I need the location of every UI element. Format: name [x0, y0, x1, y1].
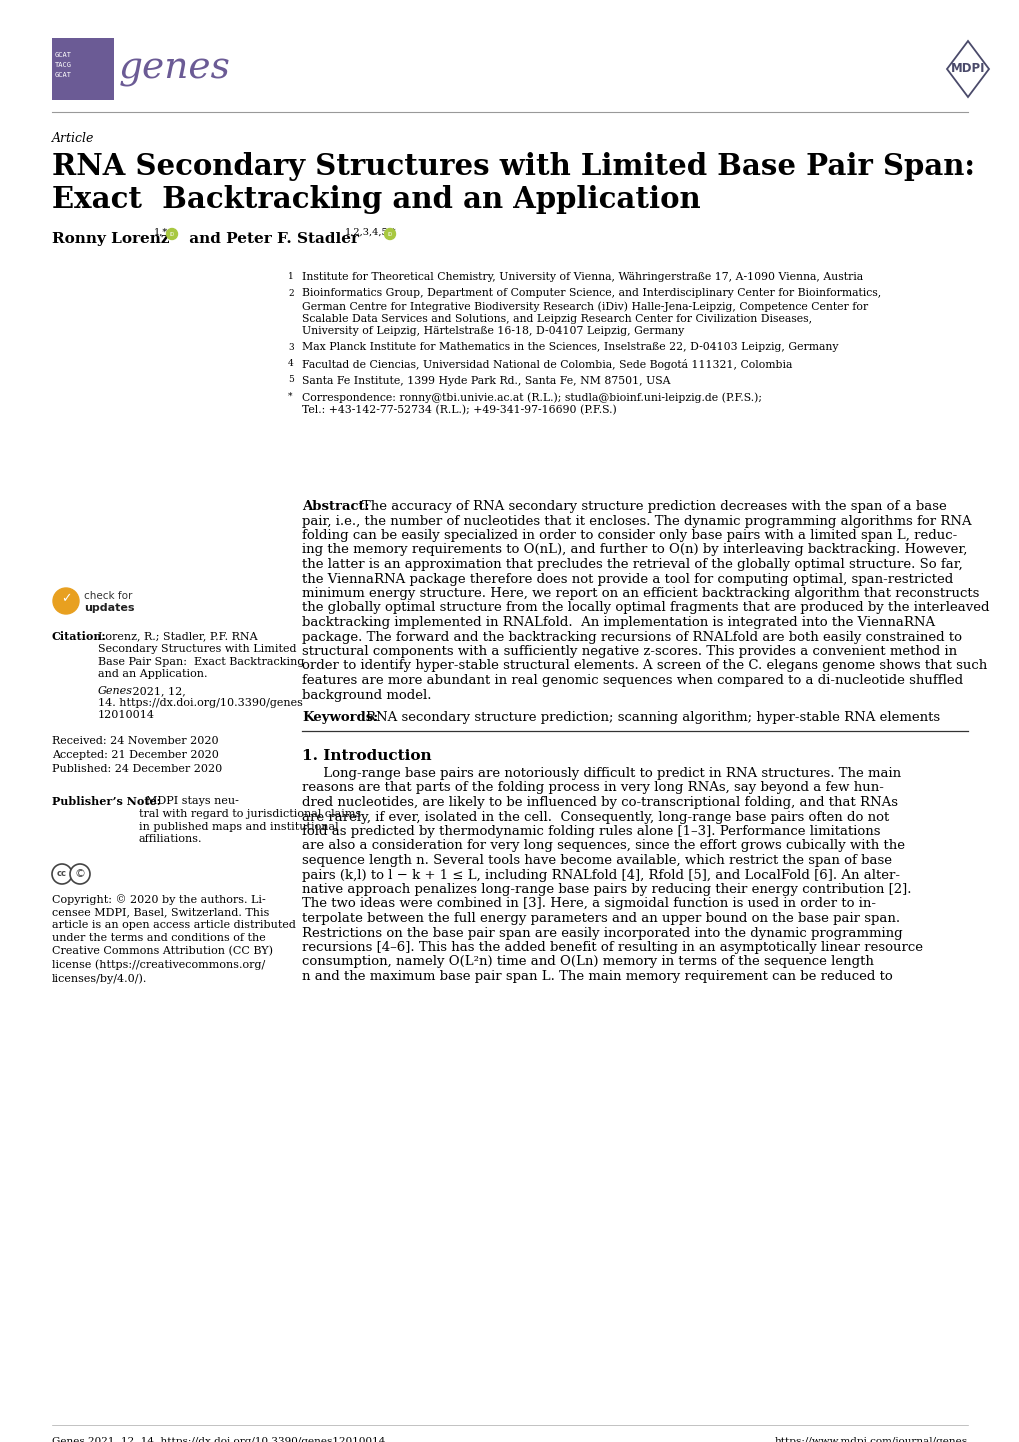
Text: minimum energy structure. Here, we report on an efficient backtracking algorithm: minimum energy structure. Here, we repor… [302, 587, 978, 600]
Text: terpolate between the full energy parameters and an upper bound on the base pair: terpolate between the full energy parame… [302, 911, 899, 924]
Text: are also a consideration for very long sequences, since the effort grows cubical: are also a consideration for very long s… [302, 839, 904, 852]
Text: and Peter F. Stadler: and Peter F. Stadler [183, 232, 359, 247]
Text: 1,2,3,4,5,*: 1,2,3,4,5,* [344, 228, 396, 236]
Polygon shape [946, 40, 988, 97]
Text: ✓: ✓ [61, 593, 71, 606]
Text: The two ideas were combined in [3]. Here, a sigmoidal function is used in order : The two ideas were combined in [3]. Here… [302, 897, 875, 910]
Text: are rarely, if ever, isolated in the cell.  Consequently, long-range base pairs : are rarely, if ever, isolated in the cel… [302, 810, 889, 823]
Text: Abstract:: Abstract: [302, 500, 369, 513]
Text: 5: 5 [287, 375, 293, 385]
Text: Tel.: +43-142-77-52734 (R.L.); +49-341-97-16690 (P.F.S.): Tel.: +43-142-77-52734 (R.L.); +49-341-9… [302, 405, 616, 415]
Text: recursions [4–6]. This has the added benefit of resulting in an asymptotically l: recursions [4–6]. This has the added ben… [302, 942, 922, 955]
FancyBboxPatch shape [52, 37, 114, 99]
Text: Institute for Theoretical Chemistry, University of Vienna, Währingerstraße 17, A: Institute for Theoretical Chemistry, Uni… [302, 273, 862, 283]
Text: Citation:: Citation: [52, 632, 106, 642]
Text: Genes 2021, 12, 14. https://dx.doi.org/10.3390/genes12010014: Genes 2021, 12, 14. https://dx.doi.org/1… [52, 1438, 385, 1442]
Text: The accuracy of RNA secondary structure prediction decreases with the span of a : The accuracy of RNA secondary structure … [362, 500, 946, 513]
Text: Keywords:: Keywords: [302, 711, 378, 724]
Text: https://www.mdpi.com/journal/genes: https://www.mdpi.com/journal/genes [774, 1438, 967, 1442]
Text: MDPI stays neu-
tral with regard to jurisdictional claims
in published maps and : MDPI stays neu- tral with regard to juri… [139, 796, 361, 845]
Text: folding can be easily specialized in order to consider only base pairs with a li: folding can be easily specialized in ord… [302, 529, 956, 542]
Text: consumption, namely O(L²n) time and O(Ln) memory in terms of the sequence length: consumption, namely O(L²n) time and O(Ln… [302, 956, 873, 969]
Circle shape [52, 864, 72, 884]
Text: background model.: background model. [302, 688, 431, 701]
Text: n and the maximum base pair span L. The main memory requirement can be reduced t: n and the maximum base pair span L. The … [302, 970, 892, 983]
Text: Correspondence: ronny@tbi.univie.ac.at (R.L.); studla@bioinf.uni-leipzig.de (P.F: Correspondence: ronny@tbi.univie.ac.at (… [302, 392, 761, 402]
Text: backtracking implemented in RNALfold.  An implementation is integrated into the : backtracking implemented in RNALfold. An… [302, 616, 934, 629]
Text: Published: 24 December 2020: Published: 24 December 2020 [52, 764, 222, 774]
Text: the globally optimal structure from the locally optimal fragments that are produ: the globally optimal structure from the … [302, 601, 988, 614]
Text: ©: © [74, 870, 86, 880]
Text: the latter is an approximation that precludes the retrieval of the globally opti: the latter is an approximation that prec… [302, 558, 962, 571]
Text: 1,*: 1,* [154, 228, 168, 236]
Text: Received: 24 November 2020: Received: 24 November 2020 [52, 735, 218, 746]
Text: 12010014: 12010014 [98, 709, 155, 720]
Text: Exact  Backtracking and an Application: Exact Backtracking and an Application [52, 185, 700, 213]
Text: Article: Article [52, 133, 95, 146]
Text: 4: 4 [287, 359, 293, 368]
Text: genes: genes [119, 50, 230, 87]
Text: University of Leipzig, Härtelstraße 16-18, D-04107 Leipzig, Germany: University of Leipzig, Härtelstraße 16-1… [302, 326, 684, 336]
Text: fold as predicted by thermodynamic folding rules alone [1–3]. Performance limita: fold as predicted by thermodynamic foldi… [302, 825, 879, 838]
Text: order to identify hyper-stable structural elements. A screen of the C. elegans g: order to identify hyper-stable structura… [302, 659, 986, 672]
Text: 1. Introduction: 1. Introduction [302, 748, 431, 763]
Text: Santa Fe Institute, 1399 Hyde Park Rd., Santa Fe, NM 87501, USA: Santa Fe Institute, 1399 Hyde Park Rd., … [302, 375, 669, 385]
Text: 3: 3 [287, 343, 293, 352]
Text: Scalable Data Services and Solutions, and Leipzig Research Center for Civilizati: Scalable Data Services and Solutions, an… [302, 313, 811, 323]
Text: cc: cc [57, 870, 67, 878]
Text: German Centre for Integrative Biodiversity Research (iDiv) Halle-Jena-Leipzig, C: German Centre for Integrative Biodiversi… [302, 301, 867, 311]
Text: native approach penalizes long-range base pairs by reducing their energy contrib: native approach penalizes long-range bas… [302, 883, 911, 895]
Text: Max Planck Institute for Mathematics in the Sciences, Inselstraße 22, D-04103 Le: Max Planck Institute for Mathematics in … [302, 343, 838, 352]
Text: features are more abundant in real genomic sequences when compared to a di-nucle: features are more abundant in real genom… [302, 673, 962, 686]
Text: pair, i.e., the number of nucleotides that it encloses. The dynamic programming : pair, i.e., the number of nucleotides th… [302, 515, 971, 528]
Circle shape [166, 228, 177, 239]
Text: pairs (k,l) to l − k + 1 ≤ L, including RNALfold [4], Rfold [5], and LocalFold [: pairs (k,l) to l − k + 1 ≤ L, including … [302, 868, 899, 881]
Circle shape [53, 588, 78, 614]
Circle shape [384, 228, 395, 239]
Text: structural components with a sufficiently negative z-scores. This provides a con: structural components with a sufficientl… [302, 645, 956, 658]
Text: Bioinformatics Group, Department of Computer Science, and Interdisciplinary Cent: Bioinformatics Group, Department of Comp… [302, 288, 880, 298]
Text: GCAT: GCAT [55, 52, 72, 58]
Text: package. The forward and the backtracking recursions of RNALfold are both easily: package. The forward and the backtrackin… [302, 630, 961, 643]
Text: Publisher’s Note:: Publisher’s Note: [52, 796, 160, 808]
Text: Copyright: © 2020 by the authors. Li-
censee MDPI, Basel, Switzerland. This
arti: Copyright: © 2020 by the authors. Li- ce… [52, 894, 296, 983]
Text: sequence length n. Several tools have become available, which restrict the span : sequence length n. Several tools have be… [302, 854, 892, 867]
Text: TACG: TACG [55, 62, 72, 68]
Text: reasons are that parts of the folding process in very long RNAs, say beyond a fe: reasons are that parts of the folding pr… [302, 782, 883, 795]
Text: Ronny Lorenz: Ronny Lorenz [52, 232, 169, 247]
Text: 1: 1 [287, 273, 293, 281]
Text: 2021, 12,: 2021, 12, [128, 686, 185, 696]
Text: Long-range base pairs are notoriously difficult to predict in RNA structures. Th: Long-range base pairs are notoriously di… [302, 767, 900, 780]
Text: the ViennaRNA package therefore does not provide a tool for computing optimal, s: the ViennaRNA package therefore does not… [302, 572, 953, 585]
Text: RNA secondary structure prediction; scanning algorithm; hyper-stable RNA element: RNA secondary structure prediction; scan… [366, 711, 940, 724]
Text: 2: 2 [287, 288, 293, 297]
Text: dred nucleotides, are likely to be influenced by co-transcriptional folding, and: dred nucleotides, are likely to be influ… [302, 796, 897, 809]
Text: Facultad de Ciencias, Universidad National de Colombia, Sede Bogotá 111321, Colo: Facultad de Ciencias, Universidad Nation… [302, 359, 792, 371]
Text: Restrictions on the base pair span are easily incorporated into the dynamic prog: Restrictions on the base pair span are e… [302, 927, 902, 940]
Text: iD: iD [169, 232, 174, 236]
Text: 14. https://dx.doi.org/10.3390/genes: 14. https://dx.doi.org/10.3390/genes [98, 698, 303, 708]
Text: Accepted: 21 December 2020: Accepted: 21 December 2020 [52, 750, 219, 760]
Text: RNA Secondary Structures with Limited Base Pair Span:: RNA Secondary Structures with Limited Ba… [52, 151, 974, 182]
Text: MDPI: MDPI [950, 62, 984, 75]
Text: updates: updates [84, 603, 135, 613]
Text: GCAT: GCAT [55, 72, 72, 78]
Circle shape [70, 864, 90, 884]
Text: Genes: Genes [98, 686, 132, 696]
Text: *: * [287, 392, 292, 401]
Text: check for: check for [84, 591, 132, 601]
Text: ing the memory requirements to O(nL), and further to O(n) by interleaving backtr: ing the memory requirements to O(nL), an… [302, 544, 966, 557]
Text: iD: iD [387, 232, 392, 236]
Text: Lorenz, R.; Stadler, P.F. RNA
Secondary Structures with Limited
Base Pair Span: : Lorenz, R.; Stadler, P.F. RNA Secondary … [98, 632, 304, 679]
